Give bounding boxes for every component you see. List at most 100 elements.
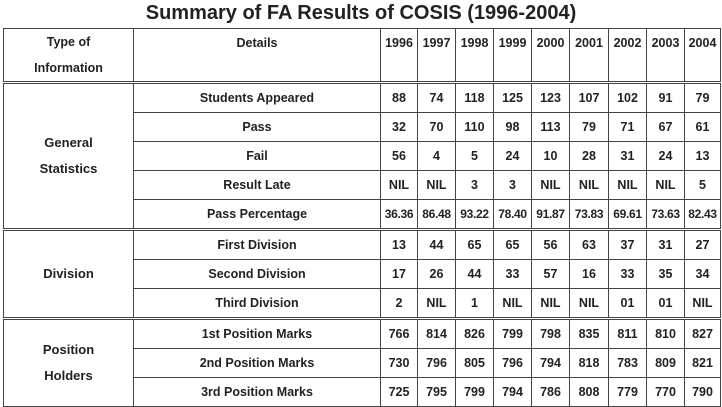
value-cell: 93.22 bbox=[455, 199, 494, 230]
table-row: Third Division 2 NIL 1 NIL NIL NIL 01 01 NIL bbox=[4, 288, 721, 319]
table-row: General Statistics Students Appeared 88 74 11… bbox=[3, 81, 721, 230]
value-cell: NIL bbox=[380, 170, 418, 200]
value-cell: 13 bbox=[380, 228, 418, 260]
header-type-of-information: Type of Information bbox=[3, 28, 134, 83]
value-cell: 818 bbox=[569, 348, 609, 378]
value-cell: 3 bbox=[493, 170, 532, 200]
detail-cell: Students Appeared bbox=[133, 81, 381, 113]
value-cell: 3 bbox=[455, 170, 494, 200]
header-year-label: 2001 bbox=[575, 36, 603, 50]
value-cell: 811 bbox=[608, 317, 647, 349]
value-cell: NIL bbox=[531, 170, 570, 200]
value-cell: 783 bbox=[608, 348, 647, 378]
value-cell: NIL bbox=[493, 288, 532, 319]
header-year: 2004 bbox=[684, 28, 721, 83]
value-cell: 88 bbox=[380, 81, 418, 113]
value-cell: 34 bbox=[684, 259, 721, 289]
value-cell: 63 bbox=[569, 228, 609, 260]
value-cell: 56 bbox=[380, 141, 418, 171]
detail-cell: Pass Percentage bbox=[133, 199, 381, 230]
value-cell: 5 bbox=[684, 170, 721, 200]
value-cell: 01 bbox=[608, 288, 647, 319]
table-row: Position Holders 1st Position Marks 766 814 8… bbox=[3, 317, 721, 407]
value-cell: 98 bbox=[493, 112, 532, 142]
value-cell: 69.61 bbox=[608, 199, 647, 230]
header-year-label: 1997 bbox=[422, 36, 451, 50]
group-label: Division bbox=[3, 228, 134, 319]
value-cell: 118 bbox=[455, 81, 494, 113]
value-cell: 110 bbox=[455, 112, 494, 142]
value-cell: 32 bbox=[380, 112, 418, 142]
value-cell: 67 bbox=[646, 112, 685, 142]
value-cell: 799 bbox=[493, 317, 532, 349]
group-label-line1: Division bbox=[43, 266, 94, 281]
value-cell: NIL bbox=[569, 288, 609, 319]
results-table: Type of Information Details 1996 1997 1998… bbox=[3, 28, 721, 407]
value-cell: 78.40 bbox=[493, 199, 532, 230]
value-cell: 835 bbox=[569, 317, 609, 349]
header-year: 2003 bbox=[646, 28, 685, 83]
value-cell: 827 bbox=[684, 317, 721, 349]
value-cell: NIL bbox=[531, 288, 570, 319]
table-row: Result Late NIL NIL 3 3 NIL NIL NIL NIL 5 bbox=[4, 170, 721, 200]
value-cell: 5 bbox=[455, 141, 494, 171]
page-title: Summary of FA Results of COSIS (1996-200… bbox=[145, 2, 577, 24]
value-cell: 36.36 bbox=[380, 199, 418, 230]
value-cell: NIL bbox=[417, 170, 456, 200]
header-year-label: 1998 bbox=[460, 36, 489, 50]
table-row: 3rd Position Marks 725 795 799 794 786 808 779 7… bbox=[4, 377, 721, 407]
value-cell: 24 bbox=[646, 141, 685, 171]
table-row: 2nd Position Marks 730 796 805 796 794 818 783 8… bbox=[4, 348, 721, 378]
value-cell: 821 bbox=[684, 348, 721, 378]
value-cell: 79 bbox=[569, 112, 609, 142]
value-cell: 770 bbox=[646, 377, 685, 407]
value-cell: 1 bbox=[455, 288, 494, 319]
value-cell: 44 bbox=[455, 259, 494, 289]
value-cell: 13 bbox=[684, 141, 721, 171]
header-year-label: 1996 bbox=[385, 36, 413, 50]
value-cell: 107 bbox=[569, 81, 609, 113]
detail-cell: Third Division bbox=[133, 288, 381, 319]
value-cell: 31 bbox=[646, 228, 685, 260]
value-cell: 794 bbox=[493, 377, 532, 407]
value-cell: 799 bbox=[455, 377, 494, 407]
value-cell: 766 bbox=[380, 317, 418, 349]
value-cell: 796 bbox=[417, 348, 456, 378]
value-cell: 73.83 bbox=[569, 199, 609, 230]
header-year-label: 1999 bbox=[498, 36, 527, 50]
value-cell: 28 bbox=[569, 141, 609, 171]
table-row: Pass 32 70 110 98 113 79 71 67 61 bbox=[4, 112, 721, 142]
table-row: Pass Percentage 36.36 86.48 93.22 78.40 91.87… bbox=[4, 199, 721, 230]
table-row: Fail 56 4 5 24 10 28 31 24 13 bbox=[4, 141, 721, 171]
detail-cell: Pass bbox=[133, 112, 381, 142]
table-row: Division First Division 13 44 65 65 56 63 37 31 27 bbox=[3, 228, 721, 319]
value-cell: 794 bbox=[531, 348, 570, 378]
value-cell: 65 bbox=[493, 228, 532, 260]
value-cell: 73.63 bbox=[646, 199, 685, 230]
value-cell: 16 bbox=[569, 259, 609, 289]
header-year-label: 2002 bbox=[613, 36, 642, 50]
value-cell: 805 bbox=[455, 348, 494, 378]
value-cell: 808 bbox=[569, 377, 609, 407]
detail-cell: Second Division bbox=[133, 259, 381, 289]
value-cell: 779 bbox=[608, 377, 647, 407]
header-year-label: 2004 bbox=[688, 36, 717, 50]
value-cell: 790 bbox=[684, 377, 721, 407]
value-cell: 71 bbox=[608, 112, 647, 142]
value-cell: 125 bbox=[493, 81, 532, 113]
group-label: Position Holders bbox=[3, 317, 134, 407]
value-cell: 809 bbox=[646, 348, 685, 378]
value-cell: 82.43 bbox=[684, 199, 721, 230]
group-label-line2: Holders bbox=[44, 368, 93, 383]
value-cell: 4 bbox=[417, 141, 456, 171]
header-year: 1999 bbox=[493, 28, 532, 83]
value-cell: 61 bbox=[684, 112, 721, 142]
detail-cell: Fail bbox=[133, 141, 381, 171]
header-year-label: 2000 bbox=[536, 36, 565, 50]
header-year: 2002 bbox=[608, 28, 647, 83]
detail-cell: Result Late bbox=[133, 170, 381, 200]
value-cell: 810 bbox=[646, 317, 685, 349]
detail-cell: 2nd Position Marks bbox=[133, 348, 381, 378]
value-cell: 74 bbox=[417, 81, 456, 113]
value-cell: 31 bbox=[608, 141, 647, 171]
